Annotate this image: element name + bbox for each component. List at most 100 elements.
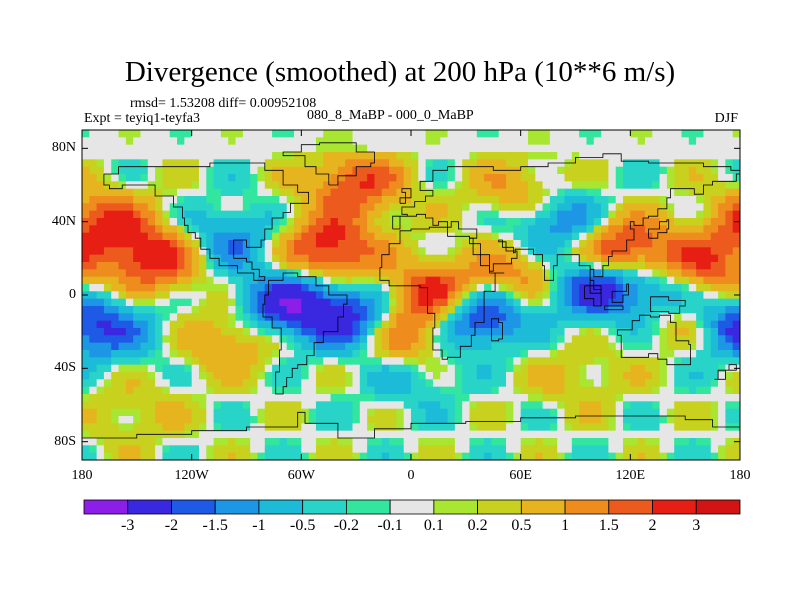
heatmap-cell: [82, 203, 90, 212]
heatmap-cell: [571, 262, 580, 270]
heatmap-cell: [396, 306, 405, 314]
heatmap-cell: [411, 210, 419, 219]
heatmap-cell: [593, 254, 602, 263]
heatmap-cell: [220, 144, 229, 153]
heatmap-cell: [608, 372, 617, 380]
heatmap-cell: [155, 269, 164, 278]
heatmap-cell: [454, 386, 463, 395]
heatmap-cell: [118, 394, 127, 402]
heatmap-cell: [103, 232, 112, 241]
heatmap-cell: [147, 144, 156, 153]
heatmap-cell: [147, 232, 156, 241]
heatmap-cell: [623, 181, 631, 190]
heatmap-cell: [542, 225, 551, 234]
heatmap-cell: [133, 196, 142, 204]
heatmap-cell: [228, 423, 237, 432]
heatmap-cell: [250, 416, 259, 424]
heatmap-cell: [272, 416, 280, 424]
heatmap-cell: [220, 364, 229, 373]
heatmap-cell: [206, 416, 215, 424]
heatmap-cell: [177, 181, 185, 190]
heatmap-cell: [476, 306, 485, 314]
heatmap-cell: [191, 262, 200, 270]
heatmap-cell: [615, 320, 624, 329]
heatmap-cell: [564, 166, 573, 175]
heatmap-cell: [506, 357, 514, 366]
heatmap-cell: [301, 394, 310, 402]
heatmap-cell: [294, 196, 302, 204]
heatmap-cell: [696, 291, 705, 300]
heatmap-cell: [564, 247, 573, 256]
heatmap-cell: [542, 401, 551, 410]
heatmap-cell: [294, 232, 302, 241]
heatmap-cell: [330, 144, 339, 153]
heatmap-cell: [155, 174, 164, 182]
heatmap-cell: [184, 144, 193, 153]
heatmap-cell: [454, 306, 463, 314]
heatmap-cell: [476, 181, 485, 190]
heatmap-cell: [191, 291, 200, 300]
heatmap-cell: [177, 166, 185, 175]
heatmap-cell: [674, 276, 683, 285]
heatmap-cell: [345, 313, 354, 322]
heatmap-cell: [96, 445, 105, 454]
heatmap-cell: [652, 203, 661, 212]
heatmap-cell: [498, 152, 507, 160]
heatmap-cell: [374, 137, 383, 146]
heatmap-cell: [96, 394, 105, 402]
heatmap-cell: [666, 298, 675, 307]
heatmap-cell: [703, 364, 712, 373]
heatmap-cell: [352, 269, 361, 278]
heatmap-cell: [710, 181, 719, 190]
heatmap-cell: [184, 445, 193, 454]
heatmap-cell: [593, 372, 602, 380]
heatmap-cell: [403, 386, 412, 395]
heatmap-cell: [710, 401, 719, 410]
heatmap-cell: [710, 210, 719, 219]
heatmap-cell: [111, 357, 120, 366]
heatmap-cell: [301, 225, 310, 234]
heatmap-cell: [549, 357, 558, 366]
heatmap-cell: [718, 372, 726, 380]
heatmap-cell: [294, 394, 302, 402]
heatmap-cell: [425, 152, 434, 160]
heatmap-cell: [184, 342, 193, 351]
heatmap-cell: [367, 350, 376, 358]
heatmap-cell: [191, 357, 200, 366]
heatmap-cell: [330, 364, 339, 373]
heatmap-cell: [557, 386, 566, 395]
heatmap-cell: [103, 144, 112, 153]
heatmap-cell: [330, 240, 339, 248]
heatmap-cell: [330, 152, 339, 160]
heatmap-cell: [228, 137, 237, 146]
heatmap-cell: [696, 232, 705, 241]
heatmap-cell: [272, 144, 280, 153]
heatmap-cell: [725, 276, 734, 285]
heatmap-cell: [527, 357, 536, 366]
heatmap-cell: [133, 225, 142, 234]
heatmap-cell: [272, 181, 280, 190]
heatmap-cell: [103, 306, 112, 314]
heatmap-cell: [359, 298, 368, 307]
heatmap-cell: [564, 298, 573, 307]
heatmap-cell: [330, 342, 339, 351]
heatmap-cell: [228, 445, 237, 454]
heatmap-cell: [411, 452, 419, 460]
heatmap-cell: [659, 240, 668, 248]
heatmap-cell: [118, 174, 127, 182]
heatmap-cell: [476, 423, 485, 432]
heatmap-cell: [564, 438, 573, 446]
heatmap-cell: [323, 247, 332, 256]
heatmap-cell: [191, 416, 200, 424]
heatmap-cell: [601, 328, 609, 336]
heatmap-cell: [535, 386, 544, 395]
heatmap-cell: [89, 166, 98, 175]
heatmap-cell: [527, 225, 536, 234]
heatmap-cell: [644, 152, 653, 160]
heatmap-cell: [411, 174, 419, 182]
heatmap-cell: [96, 386, 105, 395]
heatmap-cell: [571, 232, 580, 241]
heatmap-cell: [374, 416, 383, 424]
heatmap-cell: [323, 438, 332, 446]
heatmap-cell: [257, 174, 266, 182]
